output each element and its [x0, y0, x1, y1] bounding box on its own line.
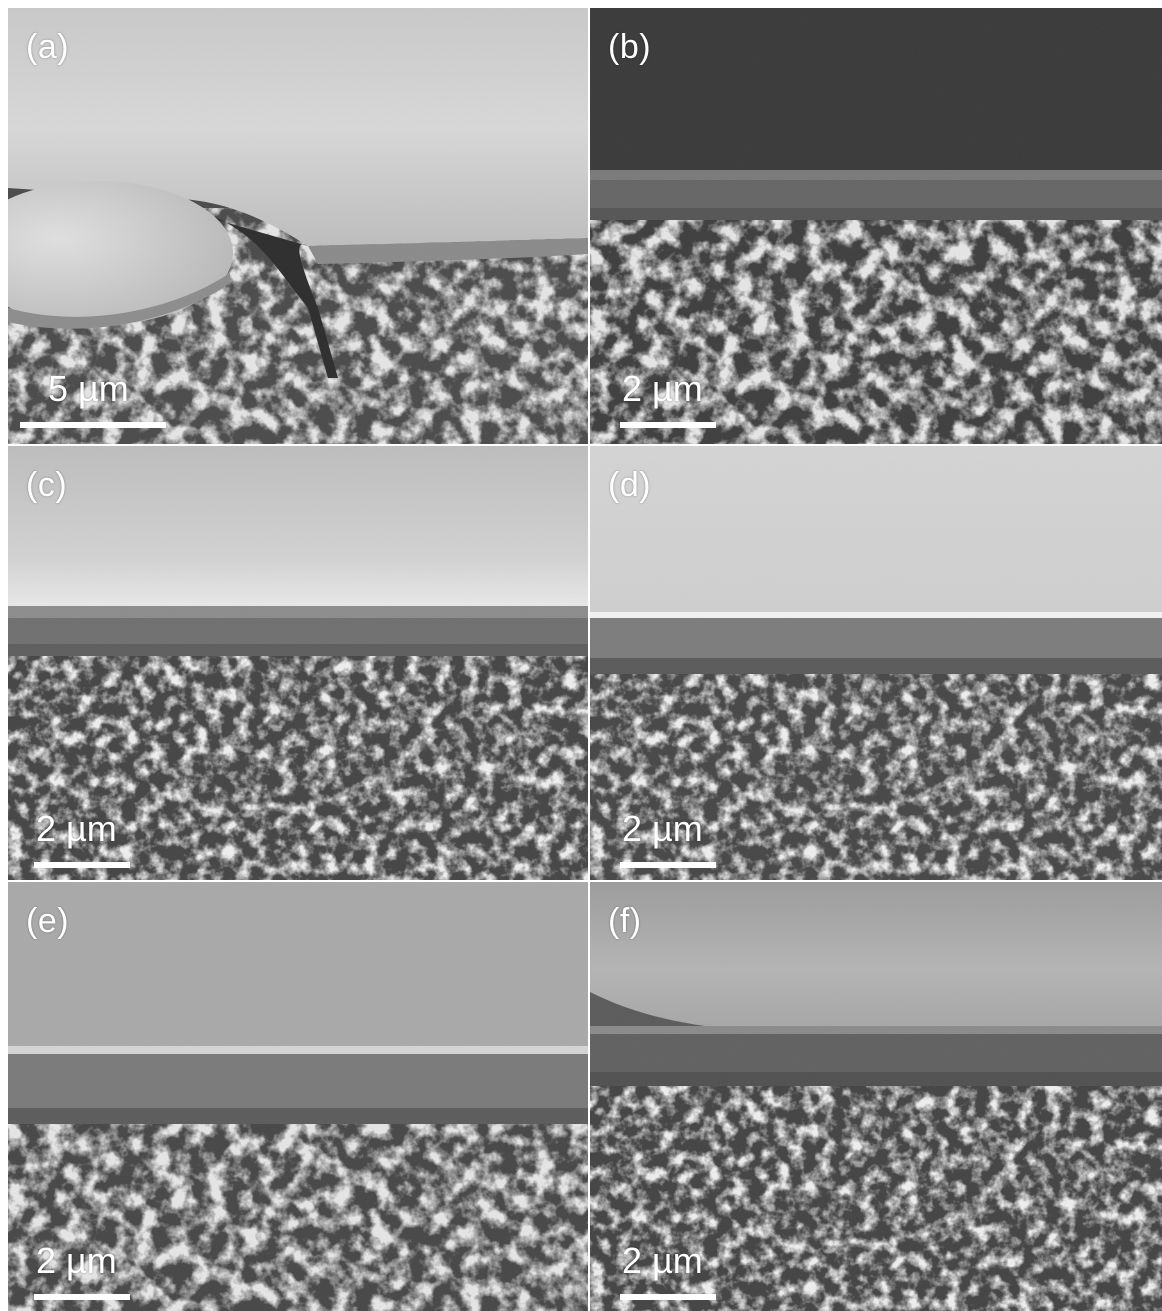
scale-text-a: 5 µm	[48, 368, 129, 409]
scale-line-f	[620, 1294, 716, 1300]
panel-label-b: (b)	[608, 28, 652, 66]
panel-label-a: (a)	[26, 28, 70, 66]
figure-grid: (a) 5 µm (b) 2 µm	[8, 8, 1162, 1311]
scale-line-d	[620, 862, 716, 868]
sem-image-b	[590, 8, 1162, 444]
panel-d: (d) 2 µm	[590, 446, 1162, 880]
panel-label-c: (c)	[26, 466, 68, 504]
scale-line-a	[20, 422, 166, 428]
panel-label-e: (e)	[26, 902, 70, 940]
scale-bar-c: 2 µm	[34, 806, 174, 876]
sem-image-d	[590, 446, 1162, 880]
scale-bar-d: 2 µm	[620, 806, 760, 876]
scale-bar-e: 2 µm	[34, 1238, 174, 1308]
scale-text-e: 2 µm	[36, 1240, 117, 1281]
sem-image-f	[590, 882, 1162, 1311]
scale-text-b: 2 µm	[622, 368, 703, 409]
sem-image-a	[8, 8, 588, 444]
panel-a: (a) 5 µm	[8, 8, 588, 444]
scale-bar-b: 2 µm	[620, 366, 760, 436]
scale-line-e	[34, 1294, 130, 1300]
panel-c: (c) 2 µm	[8, 446, 588, 880]
panel-b: (b) 2 µm	[590, 8, 1162, 444]
scale-text-c: 2 µm	[36, 808, 117, 849]
scale-text-d: 2 µm	[622, 808, 703, 849]
panel-f: (f) 2 µm	[590, 882, 1162, 1311]
panel-label-f: (f)	[608, 902, 642, 940]
scale-text-f: 2 µm	[622, 1240, 703, 1281]
scale-line-c	[34, 862, 130, 868]
scale-bar-a: 5 µm	[20, 366, 180, 436]
sem-image-e	[8, 882, 588, 1311]
scale-line-b	[620, 422, 716, 428]
scale-bar-f: 2 µm	[620, 1238, 760, 1308]
sem-image-c	[8, 446, 588, 880]
panel-label-d: (d)	[608, 466, 652, 504]
panel-e: (e) 2 µm	[8, 882, 588, 1311]
